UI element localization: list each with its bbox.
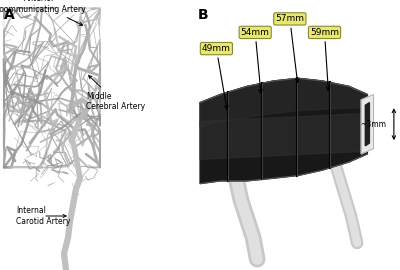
Text: ~3mm: ~3mm: [360, 120, 386, 129]
Text: B: B: [198, 8, 209, 22]
Text: 59mm: 59mm: [310, 28, 339, 90]
Polygon shape: [200, 78, 367, 184]
Text: Internal
Carotid Artery: Internal Carotid Artery: [16, 206, 70, 226]
Text: Anterior
Coommunicating Artery: Anterior Coommunicating Artery: [0, 0, 86, 25]
Polygon shape: [361, 94, 374, 154]
Polygon shape: [200, 113, 367, 159]
Text: 49mm: 49mm: [202, 44, 231, 109]
Polygon shape: [200, 78, 367, 127]
Text: A: A: [4, 8, 15, 22]
Text: Middle
Cerebral Artery: Middle Cerebral Artery: [86, 76, 145, 111]
Text: 54mm: 54mm: [241, 28, 270, 93]
Text: 57mm: 57mm: [275, 14, 304, 82]
Polygon shape: [365, 103, 370, 146]
